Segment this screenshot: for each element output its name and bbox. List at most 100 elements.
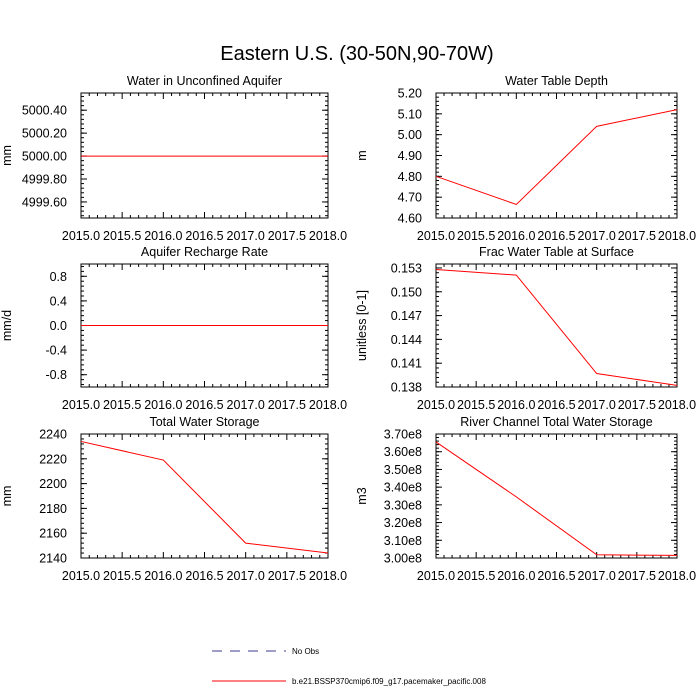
panel-title: Water Table Depth (505, 74, 608, 88)
panel-6: River Channel Total Water Storage m3 2015.… (355, 415, 696, 583)
panel-4: Frac Water Table at Surface unitless [0-1… (355, 245, 696, 412)
x-tick-label: 2017.0 (227, 569, 265, 583)
y-tick-label: 5000.20 (22, 127, 67, 141)
x-tick-label: 2016.5 (185, 569, 223, 583)
x-tick-label: 2017.0 (578, 569, 616, 583)
y-tick-label: 3.00e8 (384, 552, 422, 566)
x-tick-label: 2017.0 (227, 398, 265, 412)
x-tick-label: 2015.5 (103, 398, 141, 412)
y-tick-label: 3.60e8 (384, 445, 422, 459)
y-tick-label: 0.141 (391, 357, 422, 371)
x-tick-label: 2016.5 (537, 229, 575, 243)
plot-frame (80, 433, 329, 559)
x-tick-label: 2015.5 (457, 398, 495, 412)
y-tick-label: 5000.40 (22, 104, 67, 118)
y-axis-label: mm (0, 145, 14, 166)
y-tick-label: 5.00 (398, 128, 422, 142)
plot-frame (80, 92, 329, 219)
y-tick-label: 4.60 (398, 212, 422, 226)
y-tick-label: 4.90 (398, 149, 422, 163)
panel-title: Aquifer Recharge Rate (141, 245, 268, 259)
panel-title: Frac Water Table at Surface (479, 245, 634, 259)
x-tick-label: 2015.0 (417, 398, 455, 412)
x-tick-label: 2017.5 (618, 398, 656, 412)
y-tick-label: 2160 (39, 527, 67, 541)
x-tick-label: 2017.5 (268, 398, 306, 412)
panel-1: Water in Unconfined Aquifer mm 2015.0 2015.… (0, 74, 347, 243)
x-tick-label: 2016.0 (144, 229, 182, 243)
x-tick-label: 2015.0 (417, 229, 455, 243)
y-tick-label: 0.150 (391, 285, 422, 299)
y-tick-label: 0.8 (50, 270, 67, 284)
x-tick-label: 2016.5 (537, 398, 575, 412)
x-tick-label: 2017.0 (578, 398, 616, 412)
y-tick-label: 4999.80 (22, 173, 67, 187)
legend: No Obs b.e21.BSSP370cmip6.f09_g17.pacema… (212, 647, 486, 686)
y-tick-label: 0.4 (50, 294, 67, 308)
figure-title: Eastern U.S. (30-50N,90-70W) (220, 43, 493, 65)
y-tick-label: -0.4 (45, 344, 67, 358)
y-axis-label: mm/d (0, 310, 14, 341)
series-line (435, 269, 678, 386)
y-tick-label: 4.80 (398, 170, 422, 184)
y-tick-label: 5.10 (398, 107, 422, 121)
x-tick-label: 2015.0 (417, 569, 455, 583)
x-tick-label: 2015.0 (62, 229, 100, 243)
x-tick-label: 2016.5 (537, 569, 575, 583)
y-tick-label: 0.0 (50, 319, 67, 333)
y-tick-label: 2180 (39, 502, 67, 516)
x-tick-label: 2018.0 (309, 398, 347, 412)
x-tick-label: 2016.0 (144, 398, 182, 412)
y-tick-label: 5000.00 (22, 150, 67, 164)
x-tick-label: 2018.0 (309, 229, 347, 243)
y-tick-label: 3.20e8 (384, 516, 422, 530)
y-tick-label: 2200 (39, 477, 67, 491)
y-axis-label: m3 (355, 487, 369, 504)
x-tick-label: 2015.5 (457, 229, 495, 243)
panel-title: River Channel Total Water Storage (460, 415, 653, 429)
y-tick-label: 3.70e8 (384, 428, 422, 442)
x-tick-label: 2015.5 (103, 229, 141, 243)
series-line (435, 441, 678, 556)
x-tick-label: 2017.0 (578, 229, 616, 243)
y-tick-label: 2140 (39, 552, 67, 566)
series-line (435, 109, 678, 206)
x-tick-label: 2015.5 (103, 569, 141, 583)
y-tick-label: 2240 (39, 428, 67, 442)
x-tick-label: 2016.5 (185, 398, 223, 412)
panel-2: Water Table Depth m 2015.0 2015.5 2016.0 2016… (355, 74, 696, 243)
y-tick-label: 2220 (39, 452, 67, 466)
y-tick-label: 0.138 (391, 381, 422, 395)
y-axis-label: mm (0, 486, 14, 507)
y-tick-label: 5.20 (398, 87, 422, 101)
series-line (80, 440, 329, 554)
x-tick-label: 2016.5 (185, 229, 223, 243)
plot-frame (435, 92, 678, 219)
y-tick-label: 3.10e8 (384, 534, 422, 548)
y-tick-label: 0.147 (391, 309, 422, 323)
x-tick-label: 2017.0 (227, 229, 265, 243)
x-tick-label: 2015.0 (62, 569, 100, 583)
plot-frame (435, 433, 678, 559)
y-tick-label: -0.8 (45, 368, 67, 382)
x-tick-label: 2017.5 (268, 229, 306, 243)
panel-title: Water in Unconfined Aquifer (127, 74, 282, 88)
x-tick-label: 2016.0 (144, 569, 182, 583)
x-tick-label: 2016.0 (497, 229, 535, 243)
x-tick-label: 2016.0 (497, 398, 535, 412)
plot-frame (435, 263, 678, 388)
x-tick-label: 2018.0 (658, 569, 696, 583)
x-tick-label: 2018.0 (309, 569, 347, 583)
legend-label-no-obs: No Obs (292, 647, 319, 656)
y-tick-label: 0.144 (391, 333, 422, 347)
y-tick-label: 4999.60 (22, 195, 67, 209)
legend-label-run: b.e21.BSSP370cmip6.f09_g17.pacemaker_pac… (292, 677, 486, 686)
y-tick-label: 3.40e8 (384, 481, 422, 495)
y-axis-label: unitless [0-1] (355, 290, 369, 361)
x-tick-label: 2015.5 (457, 569, 495, 583)
x-tick-label: 2018.0 (658, 229, 696, 243)
